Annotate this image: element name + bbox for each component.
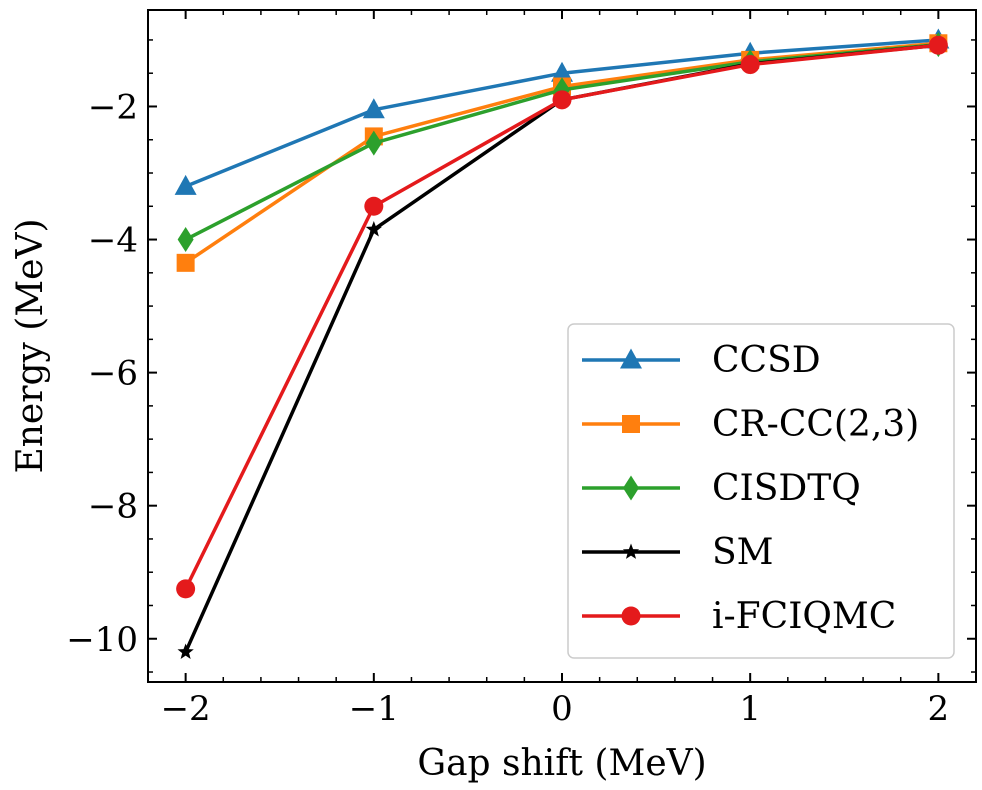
data-point-sm [177, 643, 194, 659]
legend-entry-ccsd: CCSD [582, 340, 821, 381]
legend-entry-sm: SM [582, 532, 774, 573]
legend-marker [621, 606, 641, 626]
data-point-cr-cc-2-3 [176, 253, 195, 272]
axis-ticks: −2 −1 0 1 2−10−8−6−4−2 [66, 10, 977, 729]
data-point-cisdtq [365, 130, 382, 156]
legend-entry-cr-cc-2-3: CR-CC(2,3) [582, 404, 919, 445]
series-layer [174, 28, 950, 659]
data-point-i-fciqmc [552, 90, 572, 110]
legend-marker [623, 475, 639, 501]
x-axis-label: Gap shift (MeV) [417, 743, 706, 784]
legend: CCSD CR-CC(2,3) CISDTQ SM i-FCIQMC [567, 323, 955, 659]
y-tick-label: −4 [88, 221, 138, 261]
series-i-fciqmc [176, 35, 948, 599]
y-tick-label: −2 [88, 87, 138, 127]
legend-entries: CCSD CR-CC(2,3) CISDTQ SM i-FCIQMC [582, 340, 919, 637]
legend-label: i-FCIQMC [712, 596, 896, 637]
data-point-i-fciqmc [928, 35, 948, 55]
data-point-ccsd [362, 98, 385, 119]
legend-entry-i-fciqmc: i-FCIQMC [582, 596, 896, 637]
data-point-i-fciqmc [176, 579, 196, 599]
data-point-sm [365, 221, 382, 237]
y-axis-label: Energy (MeV) [10, 218, 51, 473]
y-tick-label: −10 [66, 620, 138, 660]
x-tick-label: 2 [928, 689, 950, 729]
legend-label: CCSD [712, 340, 821, 381]
x-tick-label: −1 [349, 689, 399, 729]
x-tick-label: 0 [551, 689, 573, 729]
data-point-ccsd [551, 61, 573, 82]
x-tick-label: −2 [161, 689, 211, 729]
legend-marker [620, 348, 642, 369]
legend-entry-cisdtq: CISDTQ [582, 468, 861, 509]
legend-marker [622, 543, 640, 559]
legend-label: SM [712, 532, 774, 573]
x-tick-label: 1 [739, 689, 761, 729]
data-point-ccsd [174, 174, 197, 195]
legend-label: CISDTQ [712, 468, 861, 509]
data-point-i-fciqmc [740, 55, 760, 75]
data-point-i-fciqmc [364, 196, 384, 216]
legend-box [567, 323, 955, 659]
legend-label: CR-CC(2,3) [712, 404, 919, 445]
data-point-cisdtq [177, 227, 194, 253]
y-tick-label: −6 [88, 354, 138, 394]
legend-marker [622, 415, 640, 433]
y-tick-label: −8 [88, 487, 138, 527]
